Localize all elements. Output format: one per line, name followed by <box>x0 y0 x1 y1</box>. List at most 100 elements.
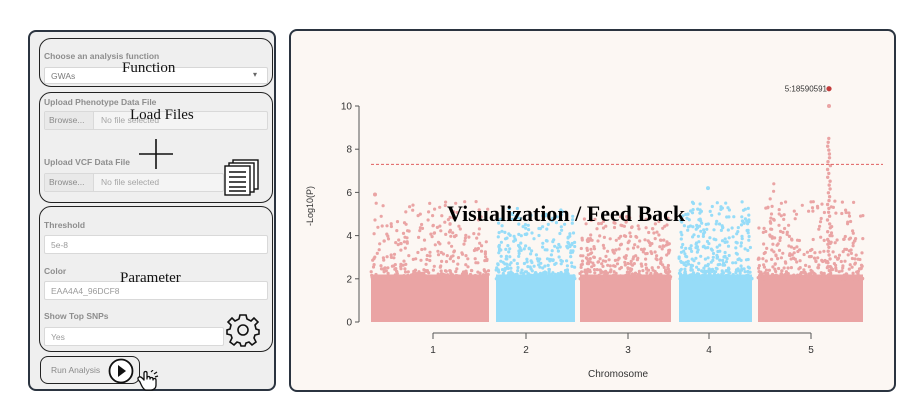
snp-point <box>517 251 521 256</box>
snp-point <box>655 277 659 281</box>
threshold-input[interactable]: 5e-8 <box>44 235 268 254</box>
snp-point <box>715 219 719 223</box>
snp-point <box>454 201 458 205</box>
snp-point <box>742 267 746 271</box>
snp-point <box>647 277 651 281</box>
snp-point <box>479 249 484 253</box>
snp-point <box>774 253 778 257</box>
snp-point <box>827 206 831 211</box>
snp-point <box>450 244 454 248</box>
chromosome-4-band <box>679 274 752 322</box>
snp-point <box>584 274 588 278</box>
play-icon[interactable] <box>108 358 134 384</box>
snp-point <box>818 224 822 228</box>
snp-point <box>800 203 804 207</box>
snp-point <box>617 247 621 251</box>
snp-point <box>421 274 425 278</box>
snp-point <box>778 238 782 243</box>
snp-point <box>534 271 538 275</box>
snp-point <box>689 247 693 251</box>
snp-point <box>470 276 474 280</box>
snp-point <box>789 266 793 270</box>
snp-point <box>679 260 684 264</box>
snp-point <box>834 268 838 272</box>
snp-point <box>651 277 655 281</box>
run-analysis-button[interactable]: Run Analysis <box>40 356 140 384</box>
snp-point <box>639 247 644 251</box>
snp-point <box>777 223 781 227</box>
snp-point <box>382 258 386 262</box>
snp-point <box>644 252 648 256</box>
snp-point <box>802 252 806 257</box>
snp-point <box>525 274 529 278</box>
snp-point <box>585 246 589 250</box>
snp-point <box>427 210 431 214</box>
snp-point <box>624 254 628 258</box>
snp-point <box>570 264 574 268</box>
snp-point <box>782 217 786 221</box>
snp-point <box>589 233 593 237</box>
snp-point <box>703 230 707 234</box>
snp-point <box>569 277 573 281</box>
snp-point <box>406 270 410 274</box>
snp-point <box>826 237 830 242</box>
snp-point <box>812 256 817 260</box>
snp-point <box>604 269 608 273</box>
snp-point <box>408 205 412 209</box>
snp-point <box>508 247 512 251</box>
snp-point <box>520 268 524 272</box>
snp-point <box>826 210 831 214</box>
snp-point <box>516 269 520 273</box>
snp-point <box>757 264 761 268</box>
snp-point <box>439 264 443 268</box>
phenotype-browse-button[interactable]: Browse... <box>45 112 94 129</box>
snp-point <box>709 247 713 251</box>
snp-point <box>822 249 826 253</box>
snp-point <box>593 271 597 275</box>
snp-point <box>506 273 510 277</box>
color-input[interactable]: EAA4A4_96DCF8 <box>44 281 268 300</box>
snp-point <box>827 136 831 141</box>
snp-point <box>812 271 816 275</box>
snp-point <box>373 192 377 197</box>
snp-point <box>647 215 651 219</box>
snp-point <box>624 234 628 238</box>
snp-point <box>460 252 465 256</box>
snp-point <box>807 209 811 213</box>
snp-point <box>778 229 783 233</box>
snp-point <box>723 250 727 255</box>
snp-point <box>667 242 671 246</box>
snp-point <box>826 160 830 164</box>
vcf-file-input[interactable]: Browse... No file selected <box>44 173 224 192</box>
snp-point <box>403 235 407 239</box>
gear-icon[interactable] <box>226 313 260 347</box>
snp-point <box>727 253 731 258</box>
snp-point <box>783 272 788 276</box>
analysis-function-select[interactable]: GWAs ▾ <box>44 67 268 84</box>
snp-point <box>477 208 481 212</box>
snp-point <box>764 229 768 234</box>
snp-point <box>644 226 648 230</box>
snp-point <box>747 238 751 242</box>
snp-point <box>559 262 563 266</box>
run-analysis-label: Run Analysis <box>51 365 101 375</box>
documents-icon[interactable] <box>224 159 260 197</box>
snp-point <box>507 250 511 254</box>
snp-point <box>626 261 630 266</box>
snp-point <box>826 191 831 195</box>
chromosome-3-band <box>580 274 671 322</box>
snp-point <box>770 235 774 239</box>
snp-point <box>857 274 861 278</box>
snp-point <box>861 237 865 241</box>
snp-point <box>399 265 403 269</box>
snp-point <box>545 227 549 231</box>
snp-point <box>601 264 605 268</box>
snp-point <box>805 250 810 254</box>
snp-point <box>565 268 569 272</box>
phenotype-file-input[interactable]: Browse... No file selected <box>44 111 268 130</box>
snp-point <box>485 258 489 263</box>
snp-point <box>486 207 490 211</box>
top-snps-select[interactable]: Yes <box>44 327 224 346</box>
vcf-browse-button[interactable]: Browse... <box>45 174 94 191</box>
snp-point <box>586 277 590 281</box>
